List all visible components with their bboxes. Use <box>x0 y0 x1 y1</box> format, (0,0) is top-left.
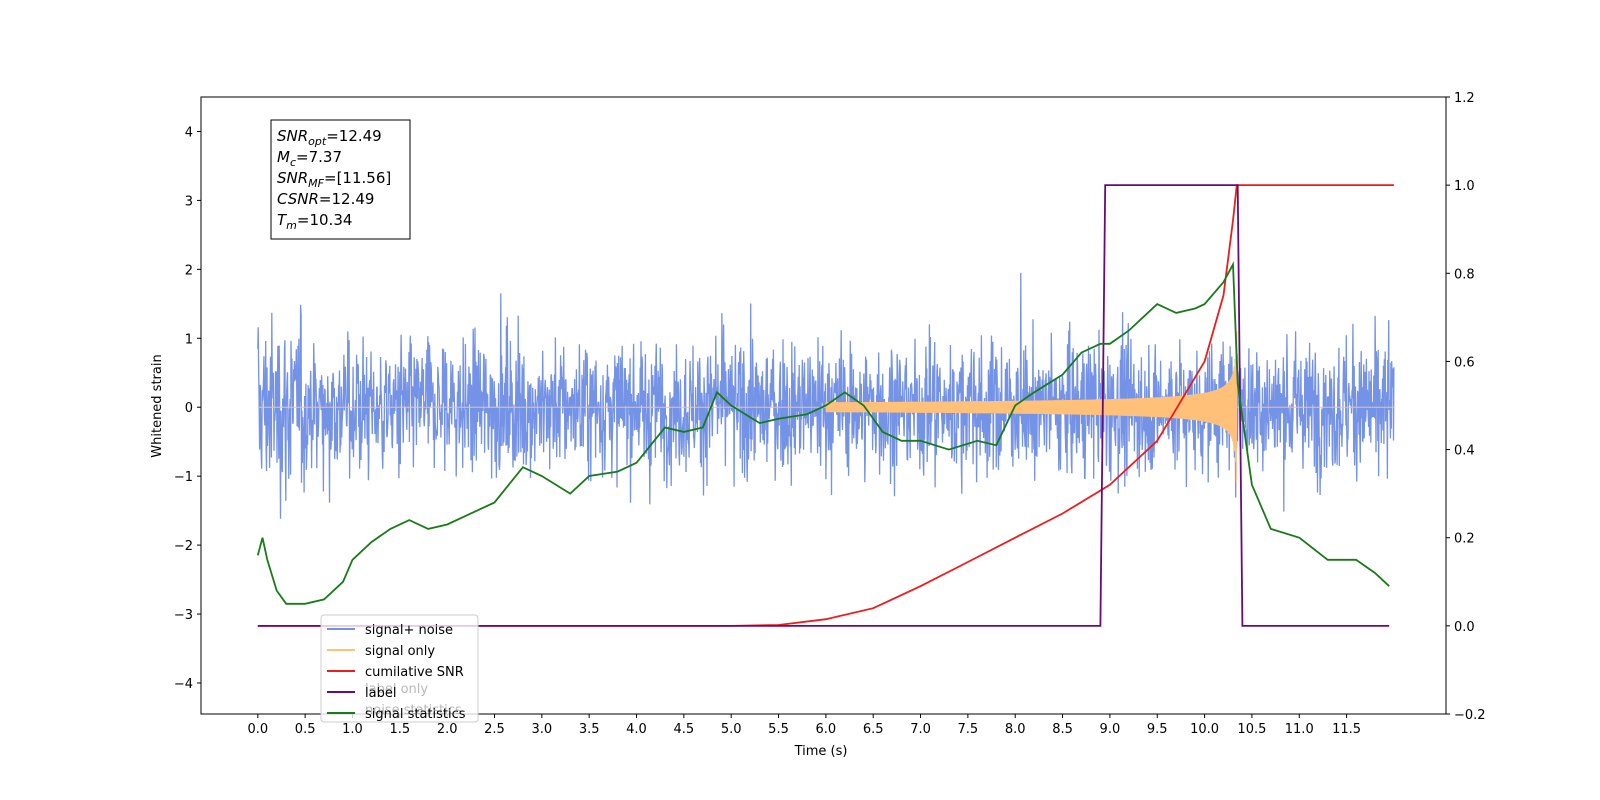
x-tick-label: 0.5 <box>295 722 316 737</box>
y2-tick-label: 1.2 <box>1454 91 1475 106</box>
x-tick-label: 1.0 <box>342 722 363 737</box>
x-tick-label: 9.5 <box>1147 722 1168 737</box>
legend-overlap-text: label only <box>365 682 428 697</box>
y2-tick-label: 0.2 <box>1454 532 1475 547</box>
x-tick-label: 3.5 <box>579 722 600 737</box>
x-tick-label: 6.0 <box>816 722 837 737</box>
y2-axis-ticks: −0.2 0.0 0.2 0.4 0.6 0.8 1.0 1.2 <box>1446 91 1486 723</box>
y-tick-label: −4 <box>174 677 193 692</box>
y-tick-label: 0 <box>185 401 193 416</box>
y2-tick-label: 0.6 <box>1454 355 1475 370</box>
x-axis-label: Time (s) <box>794 744 848 759</box>
x-tick-label: 4.0 <box>626 722 647 737</box>
x-tick-label: 11.5 <box>1332 722 1361 737</box>
legend-label: cumilative SNR <box>365 665 464 680</box>
x-tick-label: 10.0 <box>1190 722 1219 737</box>
series-label-line <box>257 184 1390 627</box>
series-signal-statistics-line <box>256 261 1390 605</box>
x-tick-label: 8.0 <box>1005 722 1026 737</box>
x-tick-label: 8.5 <box>1052 722 1073 737</box>
x-tick-label: 3.0 <box>531 722 552 737</box>
y2-tick-label: 0.8 <box>1454 267 1475 282</box>
annotation-line: SNRMF=[11.56] <box>277 169 391 190</box>
y-tick-label: −3 <box>174 608 193 623</box>
y-axis-label: Whitened strain <box>150 354 165 457</box>
x-tick-label: 1.5 <box>389 722 410 737</box>
plot-area <box>256 184 1395 627</box>
y-tick-label: 1 <box>185 332 193 347</box>
y-axis-ticks: −4 −3 −2 −1 0 1 2 3 4 <box>174 125 201 692</box>
legend-overlap-text: noise statistics <box>365 703 462 718</box>
series-signal-only-line <box>257 331 1394 484</box>
y2-tick-label: 0.0 <box>1454 620 1475 635</box>
x-tick-label: 7.5 <box>958 722 979 737</box>
x-tick-label: 5.5 <box>768 722 789 737</box>
y-tick-label: 3 <box>185 194 193 209</box>
y2-tick-label: −0.2 <box>1454 708 1486 723</box>
plot-frame <box>200 96 1447 715</box>
x-tick-label: 0.0 <box>247 722 268 737</box>
legend-label: signal+ noise <box>365 623 453 638</box>
y2-tick-label: 1.0 <box>1454 179 1475 194</box>
annotation-line: Tm=10.34 <box>277 211 352 232</box>
legend-label: label <box>365 686 396 701</box>
series-cumulative-snr-line <box>257 184 1394 627</box>
annotation-line: SNRopt=12.49 <box>277 127 382 148</box>
x-tick-label: 4.5 <box>674 722 695 737</box>
annotation-line: Mc=7.37 <box>277 148 342 169</box>
x-tick-label: 9.0 <box>1100 722 1121 737</box>
x-tick-label: 7.0 <box>910 722 931 737</box>
annotation-box: SNRopt=12.49Mc=7.37SNRMF=[11.56]CSNR=12.… <box>270 119 411 240</box>
x-tick-label: 6.5 <box>863 722 884 737</box>
annotation-line: CSNR=12.49 <box>277 190 374 208</box>
y2-tick-label: 0.4 <box>1454 444 1475 459</box>
x-tick-label: 5.0 <box>721 722 742 737</box>
y-tick-label: 4 <box>185 125 193 140</box>
legend: label only noise statistics signal+ noise… <box>320 614 479 723</box>
x-tick-label: 10.5 <box>1237 722 1266 737</box>
x-tick-label: 11.0 <box>1285 722 1314 737</box>
x-tick-label: 2.0 <box>437 722 458 737</box>
y-tick-label: −2 <box>174 539 193 554</box>
legend-label: signal statistics <box>365 707 466 722</box>
y-tick-label: 2 <box>185 263 193 278</box>
y-tick-label: −1 <box>174 470 193 485</box>
x-tick-label: 2.5 <box>484 722 505 737</box>
x-axis-ticks: 0.0 0.5 1.0 1.5 2.0 2.5 3.0 3.5 4.0 4.5 5.0 5.5 6.0 6… <box>247 714 1361 737</box>
legend-label: signal only <box>365 644 435 659</box>
